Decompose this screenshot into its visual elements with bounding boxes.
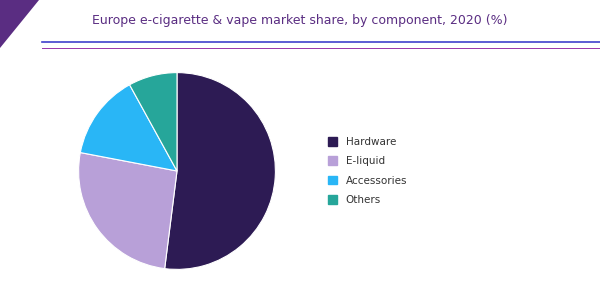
Wedge shape — [79, 153, 177, 268]
Text: Europe e-cigarette & vape market share, by component, 2020 (%): Europe e-cigarette & vape market share, … — [92, 14, 508, 27]
Wedge shape — [80, 85, 177, 171]
Wedge shape — [164, 73, 275, 269]
Polygon shape — [0, 0, 39, 48]
Legend: Hardware, E-liquid, Accessories, Others: Hardware, E-liquid, Accessories, Others — [325, 134, 410, 208]
Wedge shape — [130, 73, 177, 171]
